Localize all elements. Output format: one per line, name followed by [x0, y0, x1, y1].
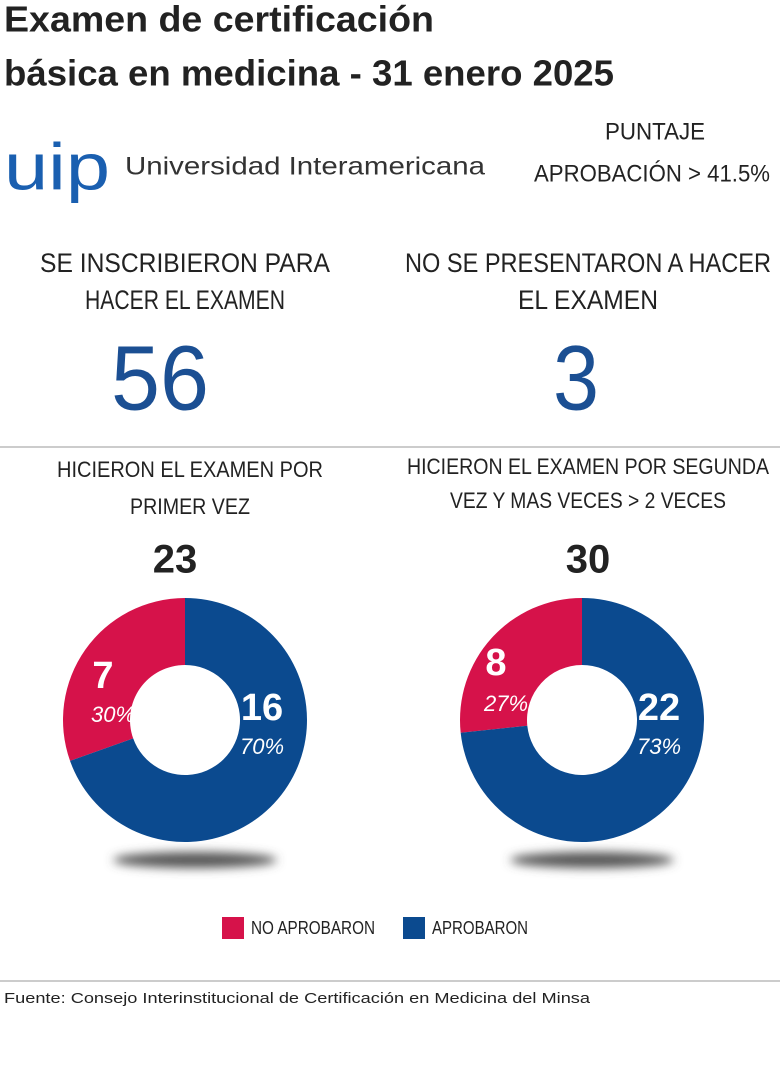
logo-mark: uip — [4, 129, 110, 203]
source: Fuente: Consejo Interinstitucional de Ce… — [4, 990, 591, 1007]
chart-total: 23 — [153, 538, 198, 582]
shadow — [510, 852, 674, 868]
threshold-line: APROBACIÓN > 41.5% — [534, 160, 770, 187]
chart-title: PRIMER VEZ — [130, 494, 250, 519]
stat-value: 56 — [111, 327, 209, 429]
slice-percent: 30% — [91, 702, 135, 727]
stat-label: HACER EL EXAMEN — [85, 285, 285, 315]
title-line: Examen de certificación — [4, 0, 434, 40]
legend-label: NO APROBARON — [251, 918, 375, 938]
pie-slice — [459, 598, 582, 733]
stat-label: EL EXAMEN — [518, 285, 658, 315]
legend-swatch — [403, 917, 425, 939]
pie-slice — [70, 598, 308, 842]
stat-label: NO SE PRESENTARON A HACER — [405, 248, 771, 278]
chart-title: HICIERON EL EXAMEN POR SEGUNDA — [407, 454, 769, 479]
logo-name: Universidad Interamericana — [125, 153, 485, 181]
slice-percent: 70% — [240, 734, 284, 759]
chart-title: VEZ Y MAS VECES > 2 VECES — [450, 488, 726, 513]
slice-value: 7 — [92, 655, 113, 697]
slice-percent: 27% — [483, 691, 528, 716]
legend-label: APROBARON — [432, 918, 528, 938]
slice-value: 16 — [241, 687, 283, 729]
title-line: básica en medicina - 31 enero 2025 — [4, 53, 614, 94]
shadow — [113, 852, 277, 868]
stat-value: 3 — [553, 327, 599, 429]
slice-value: 8 — [485, 642, 506, 684]
chart-title: HICIERON EL EXAMEN POR — [57, 457, 323, 482]
slice-percent: 73% — [637, 734, 681, 759]
pie-slice — [63, 598, 186, 761]
slice-value: 22 — [638, 687, 680, 729]
pie-slice — [460, 598, 704, 842]
stat-label: SE INSCRIBIERON PARA — [40, 248, 330, 278]
legend-swatch — [222, 917, 244, 939]
chart-total: 30 — [566, 538, 611, 582]
threshold-line: PUNTAJE — [605, 118, 705, 145]
